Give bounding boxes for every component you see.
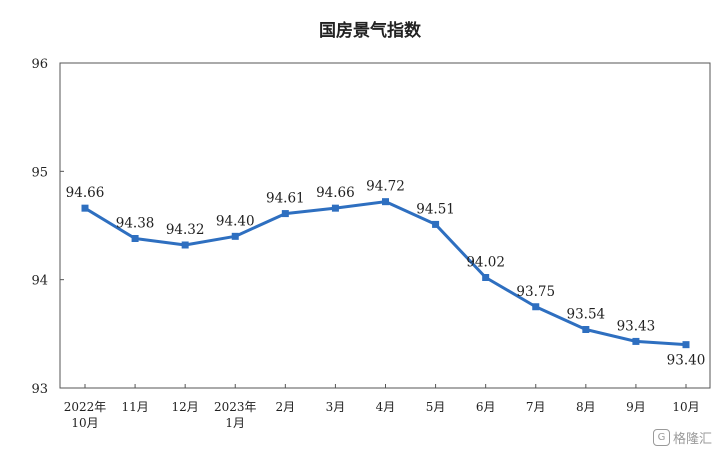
data-point (181, 241, 189, 249)
data-label: 93.54 (567, 307, 606, 323)
x-tick-label: 3月 (326, 400, 346, 414)
data-point (632, 337, 640, 345)
watermark-logo-icon: G (652, 429, 670, 446)
data-point (131, 235, 139, 242)
data-point (432, 220, 440, 228)
x-tick-label: 8月 (576, 400, 596, 414)
x-tick-label: 12月 (172, 400, 199, 414)
data-label: 94.02 (466, 255, 505, 271)
x-tick-label: 6月 (476, 400, 496, 414)
watermark-text: 格隆汇 (672, 432, 712, 447)
data-label: 94.32 (166, 222, 205, 238)
data-point (81, 204, 89, 212)
y-tick-label: 95 (31, 165, 48, 180)
y-tick-label: 93 (31, 382, 48, 397)
data-point (281, 210, 289, 218)
data-point (532, 303, 540, 311)
x-tick-label: 7月 (526, 400, 546, 414)
x-tick-label: 5月 (426, 400, 446, 414)
data-label: 94.72 (366, 179, 405, 195)
data-label: 93.40 (667, 353, 706, 369)
data-label: 94.38 (116, 216, 155, 232)
plot-frame (59, 62, 711, 389)
data-label: 93.43 (617, 318, 656, 334)
x-tick-label: 10月 (672, 400, 699, 414)
x-axis: 2022年 10月 11月 12月 2023年 1月 2月 3月 4月 5月 6月 7月 8月 9月 10月 (64, 384, 700, 430)
y-axis: 93 94 95 96 (31, 57, 64, 397)
data-points (81, 198, 690, 349)
data-point (482, 274, 490, 281)
x-tick-label: 2023年 1月 (214, 400, 257, 430)
data-label: 94.51 (416, 201, 455, 217)
data-labels: 94.66 94.38 94.32 94.40 94.61 94.66 94.72 94.51… (66, 179, 706, 369)
data-point (382, 198, 389, 206)
data-label: 94.40 (216, 213, 255, 229)
x-tick-label: 2月 (276, 400, 296, 414)
watermark: G 格隆汇 (652, 428, 712, 447)
x-tick-label: 11月 (121, 400, 148, 414)
data-point (682, 341, 690, 349)
y-tick-label: 94 (31, 274, 48, 289)
x-tick-label: 4月 (376, 400, 396, 414)
y-tick-label: 96 (31, 57, 48, 72)
data-point (582, 326, 590, 333)
data-label: 93.75 (516, 284, 555, 300)
chart-title: 国房景气指数 (319, 20, 422, 41)
data-point (331, 204, 339, 212)
x-tick-label: 2022年 10月 (64, 400, 107, 430)
data-label: 94.66 (66, 185, 105, 201)
x-tick-label: 9月 (626, 400, 646, 414)
data-label: 94.66 (316, 185, 355, 201)
data-point (231, 232, 239, 240)
data-label: 94.61 (266, 191, 305, 207)
